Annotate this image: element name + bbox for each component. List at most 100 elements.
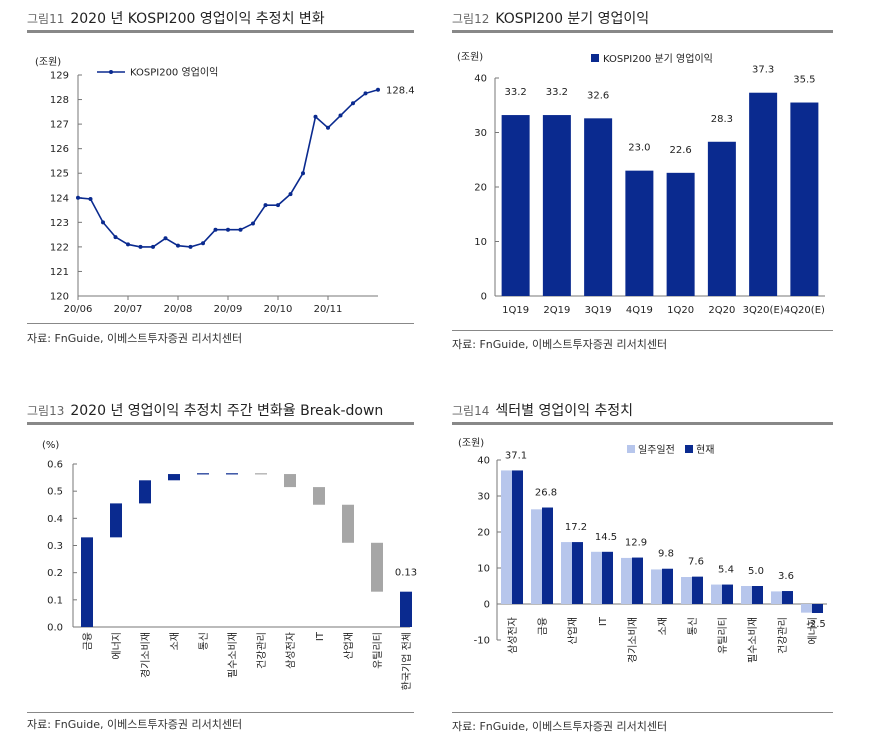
chart-title: 2020 년 영업이익 추정치 주간 변화율 Break-down (70, 403, 384, 419)
legend-swatch (591, 54, 599, 62)
figure-number: 그림13 (27, 404, 65, 418)
source-note: 자료: FnGuide, 이베스트투자증권 리서치센터 (27, 332, 243, 345)
x-tick-label: 에너지 (111, 632, 123, 660)
data-point (301, 171, 305, 176)
data-point (238, 227, 243, 232)
waterfall-bar (81, 537, 93, 627)
y-tick-label: 0.4 (47, 514, 63, 525)
x-tick-label: 2Q19 (543, 305, 570, 316)
bar-week-ago (621, 557, 632, 604)
data-label: 37.3 (752, 65, 774, 76)
data-point (213, 227, 218, 232)
y-tick-label: -10 (474, 636, 490, 647)
data-point (113, 235, 118, 240)
data-point (163, 236, 168, 241)
unit-label: (조원) (457, 51, 483, 63)
last-value-label: 128.4 (386, 86, 415, 97)
bar-week-ago (711, 584, 722, 604)
x-tick-label: 금융 (537, 617, 549, 635)
data-label: 17.2 (565, 522, 587, 533)
y-tick-label: 0.1 (47, 595, 63, 606)
x-tick-label: 1Q20 (667, 305, 694, 316)
x-tick-label: 한국기업 전체 (400, 632, 413, 690)
bar-current (542, 507, 553, 604)
bottom-rule (452, 712, 833, 713)
data-point (138, 244, 143, 249)
chart-title: 2020 년 KOSPI200 영업이익 추정치 변화 (70, 11, 325, 27)
y-tick-label: 20 (477, 528, 490, 539)
x-tick-label: 20/07 (114, 304, 143, 315)
y-tick-label: 40 (477, 456, 490, 467)
panel-sector-op-estimates: 그림14 섹터별 영업이익 추정치 자료: FnGuide, 이베스트투자증권 리… (452, 400, 833, 740)
unit-label: (조원) (35, 56, 61, 68)
unit-label: (%) (42, 440, 59, 451)
waterfall-bar (197, 473, 209, 475)
data-point (288, 192, 293, 197)
data-label: 35.5 (793, 75, 815, 86)
waterfall-bar (400, 591, 412, 627)
x-tick-label: 4Q19 (626, 305, 653, 316)
data-point (338, 113, 343, 118)
data-label: 23.0 (628, 143, 650, 154)
panel-weekly-change-breakdown: 그림13 2020 년 영업이익 추정치 주간 변화율 Break-down 자료… (27, 400, 417, 740)
x-tick-label: 필수소비재 (747, 617, 759, 663)
bar-current (782, 591, 793, 604)
bar-current (752, 586, 763, 604)
bar-current (572, 542, 583, 604)
x-tick-label: 산업재 (342, 632, 355, 660)
data-label: 3.6 (778, 571, 794, 582)
data-point (126, 242, 130, 247)
data-point (313, 114, 318, 119)
y-tick-label: 0.5 (47, 487, 63, 498)
legend-label: KOSPI200 영업이익 (130, 66, 218, 79)
y-tick-label: 124 (50, 193, 69, 204)
data-point (351, 101, 355, 106)
bar-current (602, 551, 613, 604)
bar (749, 92, 778, 296)
bottom-rule (452, 330, 833, 331)
y-tick-label: 20 (474, 183, 487, 194)
data-point (376, 87, 380, 92)
chart-title: KOSPI200 분기 영업이익 (495, 11, 650, 27)
bar-week-ago (501, 470, 512, 604)
data-point (188, 244, 193, 249)
data-point (101, 220, 105, 225)
x-tick-label: 20/08 (164, 304, 193, 315)
chart-title: 섹터별 영업이익 추정치 (495, 403, 634, 419)
waterfall-bar (284, 474, 296, 488)
data-label: 5.0 (748, 566, 764, 577)
bar (790, 102, 819, 297)
y-tick-label: 120 (50, 292, 69, 303)
panel-title: 그림11 2020 년 KOSPI200 영업이익 추정치 변화 (27, 8, 325, 28)
x-tick-label: 건강관리 (777, 617, 789, 654)
y-tick-label: 0.2 (47, 568, 63, 579)
figure-number: 그림11 (27, 12, 65, 26)
bar-week-ago (801, 604, 812, 613)
data-label: 12.9 (625, 538, 647, 549)
y-tick-label: 127 (50, 120, 69, 131)
bar-week-ago (771, 591, 782, 604)
source-note: 자료: FnGuide, 이베스트투자증권 리서치센터 (452, 338, 668, 351)
y-tick-label: 121 (50, 267, 69, 278)
legend-label: 현재 (696, 444, 714, 456)
x-tick-label: 20/06 (64, 304, 93, 315)
x-tick-label: 통신 (198, 632, 210, 650)
data-label: 33.2 (504, 87, 526, 98)
x-tick-label: 소재 (169, 632, 181, 650)
bottom-rule (27, 323, 414, 324)
bar-current (812, 604, 823, 613)
waterfall-bar (313, 487, 325, 505)
series-line (77, 88, 379, 248)
data-point (201, 241, 205, 246)
bar-week-ago (681, 577, 692, 604)
x-tick-label: 3Q19 (585, 305, 612, 316)
y-tick-label: 128 (50, 95, 69, 106)
bar (666, 172, 695, 296)
y-tick-label: 0.6 (47, 460, 63, 471)
data-label: 9.8 (658, 549, 674, 560)
bar (707, 141, 736, 296)
x-tick-label: 산업재 (566, 617, 579, 645)
y-tick-label: 0.0 (47, 623, 63, 634)
y-tick-label: 40 (474, 74, 487, 85)
unit-label: (조원) (458, 437, 484, 449)
